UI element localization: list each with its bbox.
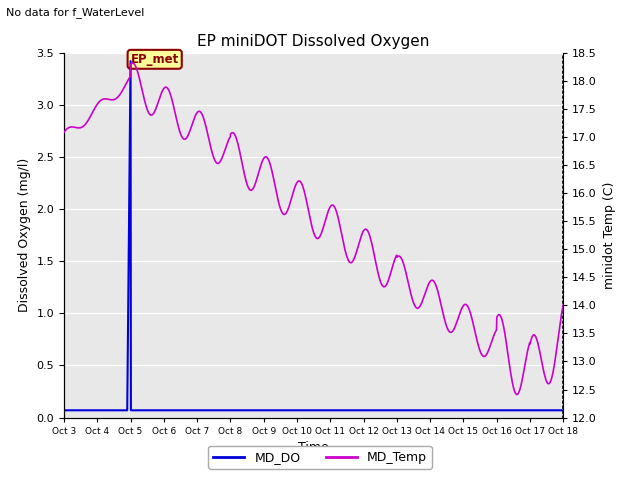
Title: EP miniDOT Dissolved Oxygen: EP miniDOT Dissolved Oxygen: [197, 34, 430, 49]
Text: No data for f_WaterLevel: No data for f_WaterLevel: [6, 7, 145, 18]
X-axis label: Time: Time: [298, 441, 329, 454]
Legend: MD_DO, MD_Temp: MD_DO, MD_Temp: [208, 446, 432, 469]
Y-axis label: Dissolved Oxygen (mg/l): Dissolved Oxygen (mg/l): [18, 158, 31, 312]
Text: EP_met: EP_met: [131, 53, 179, 66]
Y-axis label: minidot Temp (C): minidot Temp (C): [602, 181, 616, 289]
